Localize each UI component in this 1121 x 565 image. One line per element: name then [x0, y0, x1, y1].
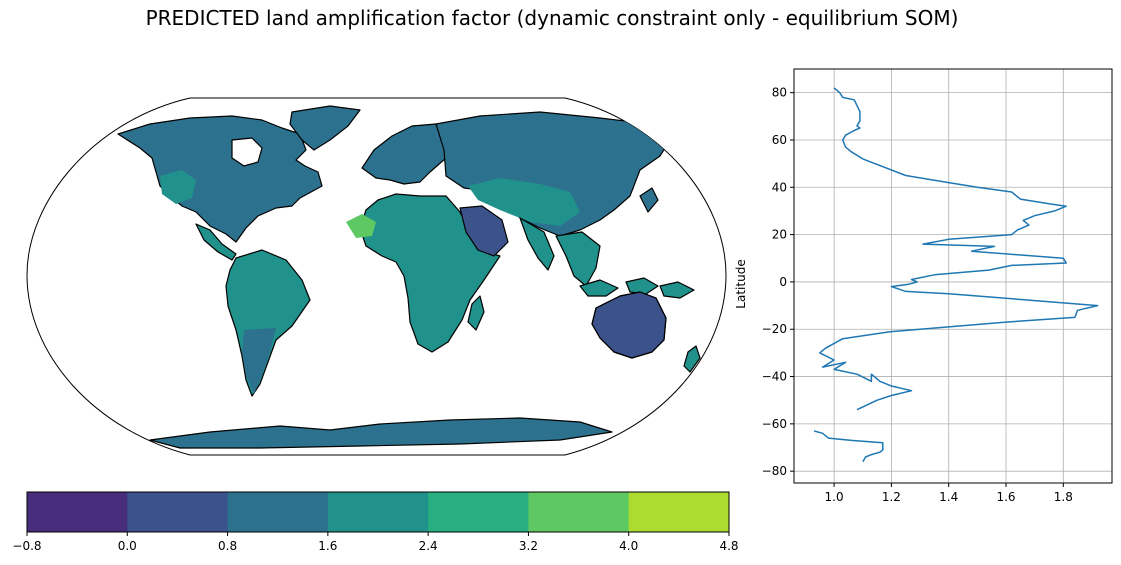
y-tick-label: 80 [772, 86, 787, 100]
figure-title: PREDICTED land amplification factor (dyn… [145, 6, 959, 30]
colorbar-tick-label: 3.2 [519, 539, 538, 553]
land-antarctica [149, 417, 613, 449]
land-new-zealand [683, 345, 701, 373]
land-india-se-asia [519, 217, 601, 287]
colorbar-frame [26, 491, 730, 533]
colorbar-tick-label: 4.0 [619, 539, 638, 553]
y-tick-label: −80 [762, 464, 787, 478]
colorbar-tick-label: 0.0 [118, 539, 137, 553]
series-line [819, 87, 1099, 411]
hudson-bay [231, 137, 263, 167]
land-australia-coast [591, 291, 667, 359]
colorbar-tick-label: 2.4 [419, 539, 438, 553]
x-tick-label: 1.2 [882, 490, 901, 504]
y-tick-label: 60 [772, 133, 787, 147]
land-greenland [289, 105, 361, 151]
colorbar-cell [327, 492, 429, 532]
land-patagonia [242, 328, 276, 394]
colorbar-cell [27, 492, 128, 532]
x-tick-label: 1.0 [825, 490, 844, 504]
y-tick-label: 20 [772, 228, 787, 242]
colorbar-cell [227, 492, 329, 532]
x-tick-label: 1.6 [996, 490, 1015, 504]
land-us-great-plains [160, 170, 196, 204]
world-map [26, 97, 727, 456]
land-indonesia [579, 277, 695, 299]
plot-frame [793, 68, 1113, 484]
series-line [813, 430, 884, 463]
colorbar-tick-label: 4.8 [719, 539, 738, 553]
land-central-asia [468, 178, 580, 226]
colorbar-cell [628, 492, 730, 532]
x-tick-label: 1.4 [939, 490, 958, 504]
land-central-america [195, 223, 237, 261]
colorbar-cell [428, 492, 529, 532]
land-japan [639, 187, 659, 213]
y-tick-label: 0 [779, 275, 787, 289]
land-madagascar [467, 295, 485, 331]
colorbar-tick-label: 0.8 [218, 539, 237, 553]
colorbar-cell [528, 492, 630, 532]
land-northern-asia [435, 111, 671, 237]
colorbar: −0.8 0.0 0.8 1.6 2.4 3.2 4.0 4.8 [12, 491, 739, 553]
y-tick-label: −20 [762, 322, 787, 336]
y-axis-label: Latitude [734, 259, 748, 308]
land-sahara-hotspot [346, 214, 376, 238]
y-tick-label: 40 [772, 180, 787, 194]
colorbar-tick-label: 1.6 [318, 539, 337, 553]
land-sahara [368, 200, 466, 256]
land-arabia [459, 205, 509, 257]
y-tick-label: −60 [762, 417, 787, 431]
colorbar-cell [127, 492, 229, 532]
latitude-profile-plot: 1.0 1.2 1.4 1.6 1.8 −80 −60 −40 −20 0 20 40 60 80 Lat… [734, 68, 1113, 504]
y-tick-label: −40 [762, 370, 787, 384]
x-tick-label: 1.8 [1054, 490, 1073, 504]
colorbar-tick-label: −0.8 [12, 539, 41, 553]
